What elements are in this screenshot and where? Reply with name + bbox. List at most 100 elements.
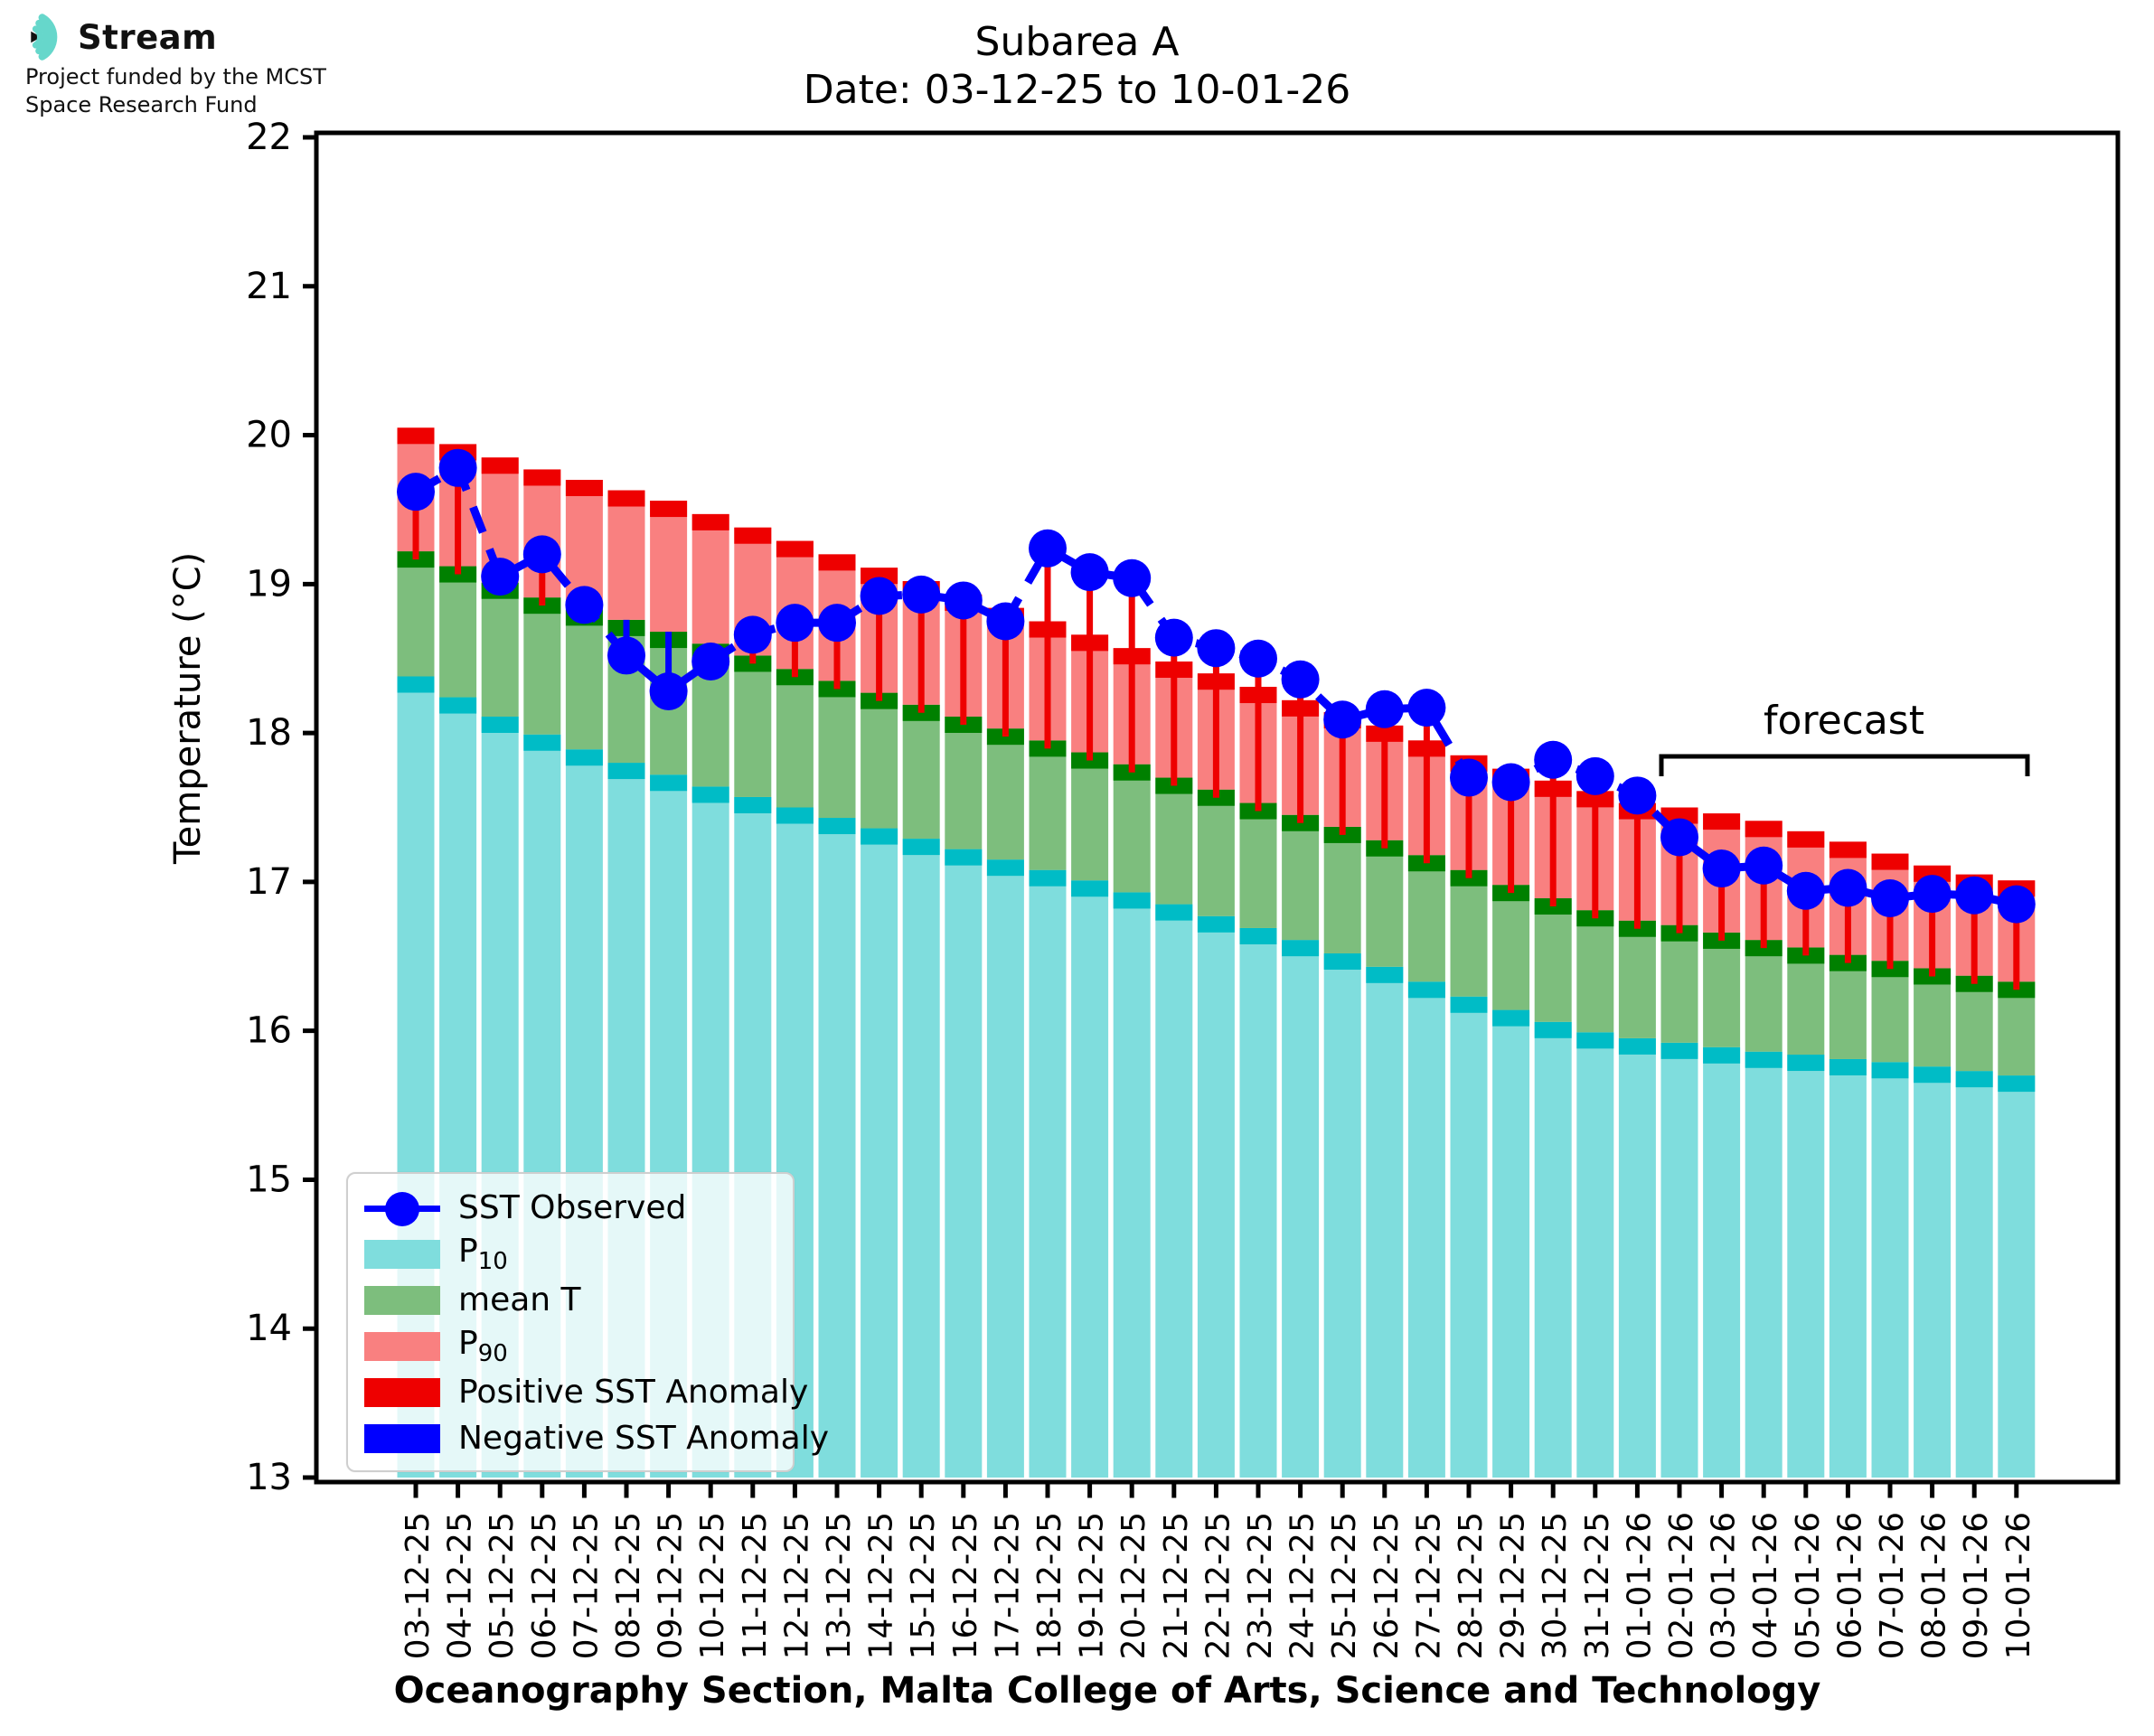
p90-cap [565,479,603,496]
legend-item-negative-sst-anomaly: Negative SST Anomaly [348,1415,829,1461]
y-tick-label: 16 [246,1010,292,1052]
p90-bar [691,513,729,644]
sst-observed-point [1660,818,1698,857]
p10-cap [945,849,983,866]
mean-bar [902,704,940,840]
mean-bar [481,582,519,717]
p10-cap [818,818,856,835]
x-tick-label: 06-12-25 [526,1512,563,1659]
mean-bar [1492,885,1530,1010]
p10-cap [607,763,645,780]
x-tick-label: 16-12-25 [947,1512,984,1659]
p10-bar [818,818,856,1478]
p10-cap [1576,1032,1614,1049]
x-tick-label: 23-12-25 [1242,1512,1279,1659]
p90-cap [1829,841,1867,859]
p10-bar [1155,904,1193,1478]
p10-bar [1660,1042,1698,1478]
x-tick-label: 26-12-25 [1369,1512,1406,1659]
p10-bar [1787,1055,1825,1478]
x-tick-label: 07-12-25 [568,1512,605,1659]
x-tick-label: 05-12-25 [484,1512,521,1659]
mean-bar [1071,752,1109,881]
legend-label: Positive SST Anomaly [458,1374,809,1411]
x-tick-label: 30-12-25 [1537,1512,1574,1659]
sst-observed-point [1113,558,1152,597]
x-tick-label: 10-01-26 [2000,1512,2037,1659]
p10-bar [1197,915,1235,1478]
p10-cap [1071,880,1109,897]
p90-cap [818,554,856,571]
mean-bar [1745,940,1782,1052]
p10-cap [861,828,898,845]
x-tick-label: 25-12-25 [1326,1512,1363,1659]
legend-label: P10 [458,1232,508,1276]
p10-cap [1871,1062,1909,1079]
mean-bar [1829,954,1867,1059]
mean-bar [523,597,561,735]
mean-bar [1407,855,1445,982]
legend-marker-line-icon [364,1191,440,1226]
legend-item-p10: P10 [348,1231,793,1277]
mean-bar [1618,920,1656,1038]
sst-observed-point [1786,871,1825,910]
mean-bar [1871,961,1909,1063]
mean-bar [1323,826,1361,953]
p10-cap [1323,952,1361,970]
p10-cap [1914,1066,1952,1084]
legend-item-positive-sst-anomaly: Positive SST Anomaly [348,1369,808,1415]
mean-bar [945,716,983,849]
sst-observed-point [1239,639,1277,678]
mean-bar [818,680,856,819]
legend-label: P90 [458,1324,508,1368]
p10-bar [945,849,983,1478]
x-tick-label: 04-01-26 [1747,1512,1784,1659]
mean-bar [861,692,898,829]
sst-observed-point [1745,846,1783,885]
y-tick-label: 15 [246,1159,292,1200]
x-tick-label: 22-12-25 [1199,1512,1237,1659]
x-tick-label: 27-12-25 [1410,1512,1447,1659]
p10-bar [1914,1066,1952,1478]
sst-observed-point [1029,529,1067,568]
p90-cap [1660,807,1698,824]
p10-cap [734,796,772,813]
x-axis-label: Oceanography Section, Malta College of A… [393,1670,1821,1712]
mean-bar [1239,802,1277,928]
mean-bar [565,609,603,750]
legend-color-swatch-icon [364,1422,440,1455]
x-tick-label: 02-01-26 [1663,1512,1700,1659]
p10-bar [1407,981,1445,1478]
p10-bar [1029,869,1067,1478]
p90-cap [1787,830,1825,848]
p10-cap [1660,1042,1698,1059]
p10-bar [1576,1032,1614,1478]
legend-color-swatch-icon [364,1284,440,1317]
p10-bar [1618,1037,1656,1478]
p90-cap [607,490,645,507]
sst-observed-point [986,602,1025,641]
p10-cap [1829,1058,1867,1075]
sst-observed-point [860,577,898,615]
mean-bar [439,566,477,698]
p10-cap [650,774,688,792]
mean-bar [1113,764,1151,893]
p10-cap [481,716,519,733]
p10-cap [1282,940,1320,957]
p90-bar [650,501,688,633]
p10-bar [1829,1058,1867,1478]
p10-bar [1955,1071,1993,1478]
mean-bar [776,669,814,808]
p10-cap [1450,996,1488,1013]
sst-observed-point [691,643,730,681]
x-tick-label: 09-12-25 [653,1512,690,1659]
x-tick-label: 14-12-25 [863,1512,900,1659]
x-tick-label: 21-12-25 [1158,1512,1195,1659]
p10-cap [1703,1046,1741,1064]
x-tick-label: 06-01-26 [1831,1512,1868,1659]
p10-bar [1113,892,1151,1478]
y-tick-label: 19 [246,563,292,605]
p10-bar [1450,996,1488,1478]
p10-cap [1492,1009,1530,1027]
